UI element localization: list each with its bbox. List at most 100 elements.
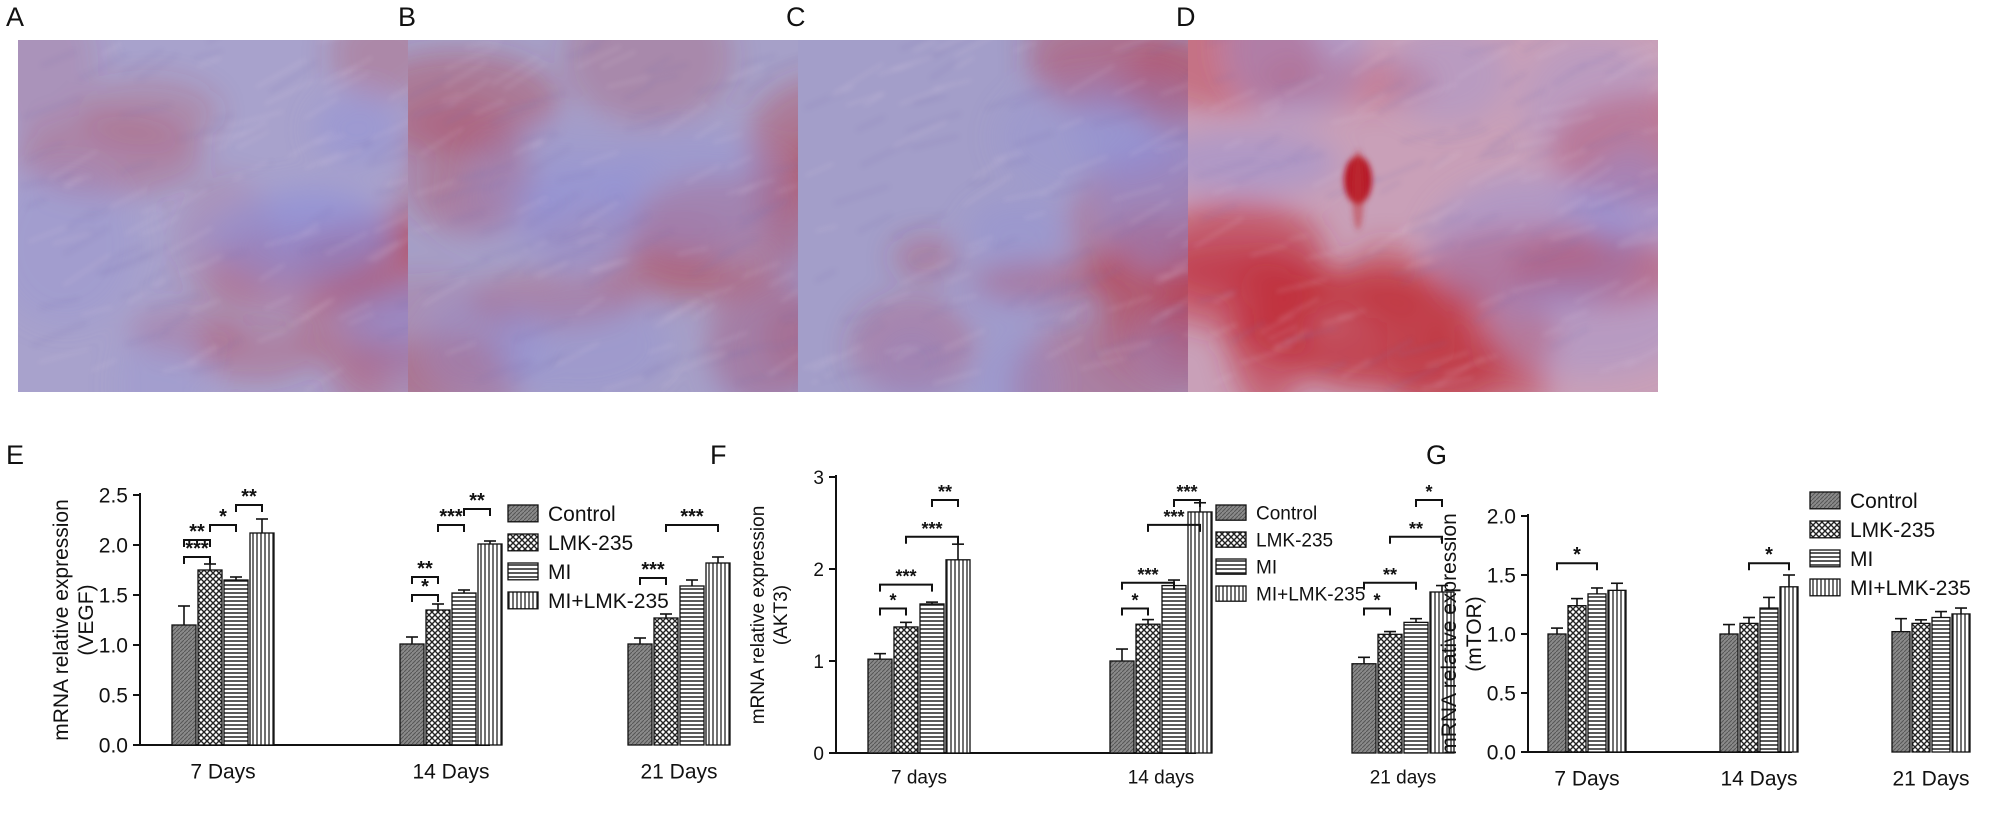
bar: [945, 559, 971, 754]
micrograph-d: [1188, 40, 1658, 392]
significance-label: ***: [641, 559, 665, 581]
legend-label: MI: [1256, 557, 1277, 578]
legend-swatch: [1809, 578, 1841, 597]
significance-bracket: [1173, 499, 1201, 507]
significance-bracket: [931, 499, 959, 507]
x-tick-label: 21 Days: [640, 761, 717, 784]
significance-bracket: [905, 535, 959, 544]
y-tick-label: 0.0: [99, 735, 128, 758]
significance-bracket: [1415, 499, 1443, 507]
bar: [171, 624, 197, 746]
significance-label: ***: [921, 519, 942, 539]
legend-label: Control: [548, 503, 616, 526]
y-tick-label: 1.5: [1487, 565, 1516, 588]
panel-label-g: G: [1426, 440, 1448, 470]
significance-label: **: [1409, 519, 1423, 539]
y-tick-label: 3: [813, 468, 824, 489]
significance-label: **: [469, 490, 485, 512]
bar: [1911, 622, 1931, 753]
mtor-chart: mRNA relative expression (mTOR) 0.0 0.5 1.0 1…: [1420, 420, 2008, 820]
legend-label: LMK-235: [1850, 519, 1935, 542]
bar: [1931, 616, 1951, 753]
significance-bracket: [1389, 535, 1443, 544]
vegf-chart-svg: mRNA relative expression (VEGF)0.00.51.01…: [50, 485, 731, 784]
y-tick-label: 1.0: [99, 635, 128, 658]
legend-label: MI+LMK-235: [1256, 584, 1365, 605]
bar: [1607, 589, 1627, 753]
y-axis-label-line2: (mTOR): [1463, 596, 1486, 671]
legend-label: MI+LMK-235: [548, 590, 669, 613]
significance-label: ***: [439, 506, 463, 528]
legend-label: MI: [548, 561, 571, 584]
significance-bracket: [665, 524, 719, 532]
legend-swatch: [1215, 504, 1247, 521]
bar: [223, 579, 249, 746]
significance-label: ***: [1176, 482, 1197, 502]
legend-swatch: [507, 504, 539, 523]
legend-swatch: [1215, 531, 1247, 548]
bar: [705, 562, 731, 746]
bar: [1759, 607, 1779, 753]
panel-label-f: F: [710, 440, 727, 470]
bar: [1351, 663, 1377, 754]
legend-label: MI+LMK-235: [1850, 577, 1971, 600]
significance-bracket: [1748, 562, 1790, 571]
significance-bracket: [1556, 562, 1598, 571]
y-tick-label: 2.0: [1487, 506, 1516, 529]
bar: [679, 585, 705, 746]
bar: [1719, 633, 1739, 753]
significance-bracket: [209, 524, 237, 532]
legend-swatch: [1809, 491, 1841, 510]
bar: [1587, 593, 1607, 753]
significance-bracket: [235, 504, 263, 512]
bar: [627, 643, 653, 746]
y-axis-label: mRNA relative expression(AKT3): [748, 506, 792, 725]
bar: [399, 643, 425, 746]
bar: [1403, 621, 1429, 754]
stain-regions: [1188, 40, 1658, 392]
bar: [1135, 623, 1161, 754]
y-tick-label: 0: [813, 744, 824, 765]
bar: [477, 543, 503, 746]
significance-label: **: [189, 521, 205, 543]
bar: [653, 617, 679, 746]
significance-label: **: [241, 486, 257, 508]
significance-bracket: [1363, 607, 1391, 616]
bar: [425, 609, 451, 746]
significance-bracket: [437, 524, 465, 532]
significance-bracket: [1121, 581, 1175, 590]
significance-bracket: [879, 607, 907, 616]
legend-swatch: [1809, 549, 1841, 568]
bar: [1567, 605, 1587, 753]
significance-label: ***: [185, 538, 209, 560]
legend-label: MI: [1850, 548, 1873, 571]
y-tick-label: 0.5: [99, 685, 128, 708]
significance-label: *: [1131, 591, 1138, 611]
x-tick-label: 14 days: [1128, 767, 1195, 788]
legend-swatch: [1215, 585, 1247, 602]
legend-label: Control: [1850, 490, 1918, 513]
y-tick-label: 2.5: [99, 485, 128, 508]
panel-label-d: D: [1176, 2, 1196, 32]
micrograph-d-image: [1188, 40, 1658, 392]
legend-label: LMK-235: [1256, 530, 1333, 551]
significance-label: *: [889, 591, 896, 611]
significance-bracket: [1121, 607, 1149, 616]
significance-label: *: [421, 576, 429, 598]
significance-label: ***: [895, 567, 916, 587]
y-axis-label-line2: (VEGF): [75, 584, 98, 655]
panel-label-e: E: [6, 440, 25, 470]
legend-swatch: [507, 562, 539, 581]
significance-label: *: [219, 506, 227, 528]
vegf-chart: mRNA relative expression (VEGF) 0.0 0.5 1.0 1…: [0, 420, 731, 820]
bar: [1891, 630, 1911, 753]
legend-swatch: [1809, 520, 1841, 539]
legend-label: LMK-235: [548, 532, 633, 555]
legend-swatch: [507, 533, 539, 552]
bar: [451, 592, 477, 746]
x-tick-label: 7 days: [891, 767, 947, 788]
bar: [919, 603, 945, 754]
fiber-texture: [1194, 40, 1658, 392]
significance-bracket: [411, 594, 439, 602]
significance-label: **: [1383, 565, 1397, 585]
